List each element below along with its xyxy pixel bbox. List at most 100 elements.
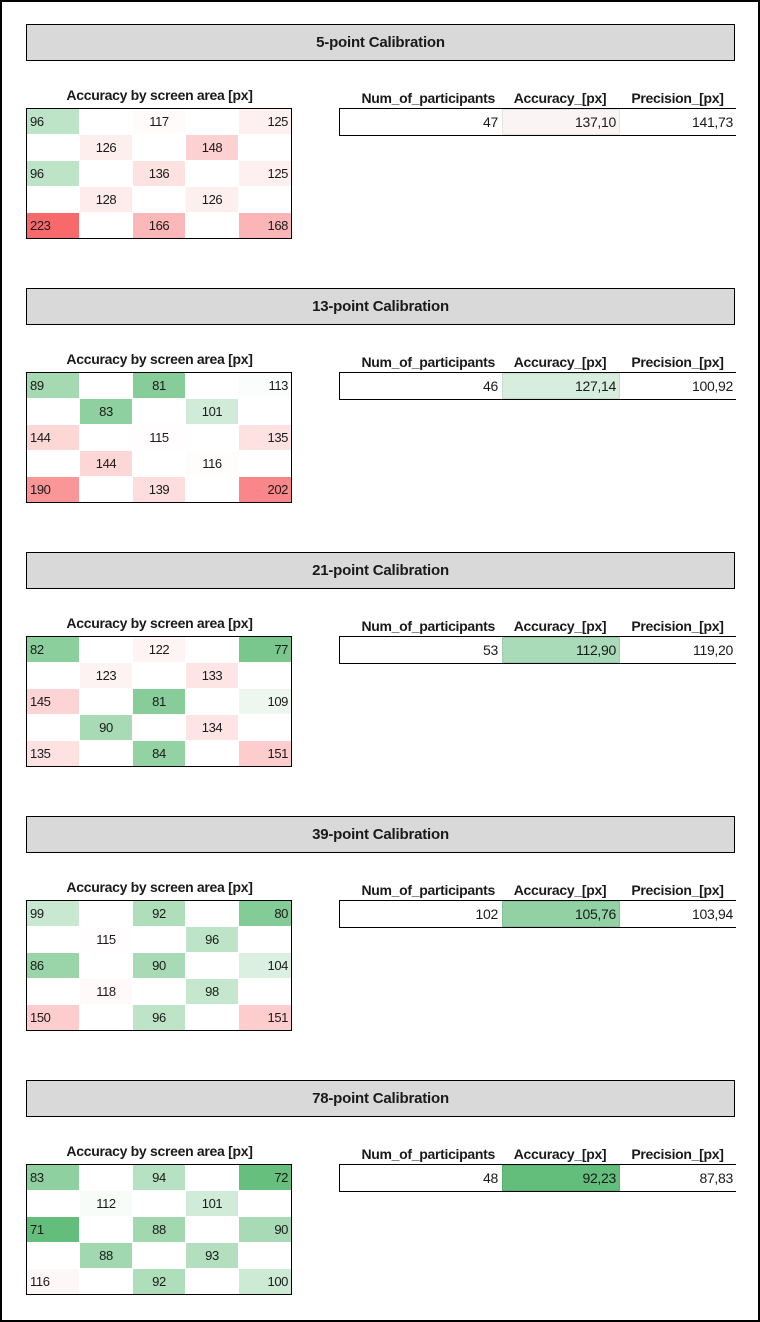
summary-cell-participants: 47 <box>340 109 502 135</box>
heatmap-cell-empty <box>133 399 185 424</box>
heatmap-cell-empty <box>186 373 238 398</box>
heatmap-cell: 116 <box>186 451 238 476</box>
heatmap-cell-empty <box>186 1217 238 1242</box>
section-content: Accuracy by screen area [px] 96 117 125 126… <box>26 87 758 239</box>
section-title-bar: 21-point Calibration <box>26 552 735 589</box>
heatmap-cell: 90 <box>133 953 185 978</box>
heatmap-cell: 92 <box>133 901 185 926</box>
heatmap-cell: 168 <box>239 213 291 238</box>
summary-header-accuracy: Accuracy_[px] <box>513 89 607 106</box>
heatmap-cell-empty <box>80 373 132 398</box>
heatmap-cell: 139 <box>133 477 185 502</box>
heatmap-cell-empty <box>80 1269 132 1294</box>
heatmap-cell-empty <box>186 161 238 186</box>
summary-table: Num_of_participants Accuracy_[px] Precis… <box>339 351 737 503</box>
heatmap-title: Accuracy by screen area [px] <box>66 879 253 895</box>
heatmap-cell-empty <box>80 1005 132 1030</box>
summary-cell-precision: 119,20 <box>620 637 737 663</box>
summary-header-row: Num_of_participants Accuracy_[px] Precis… <box>339 351 736 372</box>
heatmap-cell: 133 <box>186 663 238 688</box>
heatmap-cell: 77 <box>239 637 291 662</box>
heatmap-cell: 96 <box>27 161 79 186</box>
summary-table: Num_of_participants Accuracy_[px] Precis… <box>339 879 737 1031</box>
calibration-section-78pt: 78-point Calibration Accuracy by screen … <box>2 1080 758 1320</box>
heatmap-cell: 93 <box>186 1243 238 1268</box>
heatmap-cell-empty <box>186 689 238 714</box>
summary-cell-precision: 100,92 <box>620 373 737 399</box>
summary-cell-accuracy: 127,14 <box>502 373 620 399</box>
heatmap-cell-empty <box>80 953 132 978</box>
heatmap-cell-empty <box>239 451 291 476</box>
section-title-bar: 13-point Calibration <box>26 288 735 325</box>
heatmap-cell-empty <box>186 425 238 450</box>
heatmap-cell: 123 <box>80 663 132 688</box>
heatmap-cell: 104 <box>239 953 291 978</box>
heatmap-title: Accuracy by screen area [px] <box>66 1143 253 1159</box>
heatmap-grid: 83 94 72 112 101 71 88 90 88 93 116 92 100 <box>26 1164 292 1295</box>
heatmap-cell-empty <box>186 953 238 978</box>
summary-cell-accuracy: 137,10 <box>502 109 620 135</box>
summary-header-participants: Num_of_participants <box>361 353 495 370</box>
heatmap-panel: Accuracy by screen area [px] 99 92 80 115 96… <box>26 879 293 1031</box>
summary-header-precision: Precision_[px] <box>631 1145 724 1162</box>
heatmap-cell-empty <box>80 689 132 714</box>
heatmap-cell: 148 <box>186 135 238 160</box>
heatmap-cell-empty <box>239 399 291 424</box>
heatmap-cell-empty <box>133 135 185 160</box>
heatmap-cell: 98 <box>186 979 238 1004</box>
heatmap-grid: 99 92 80 115 96 86 90 104 118 98 150 96 151 <box>26 900 292 1031</box>
summary-header-row: Num_of_participants Accuracy_[px] Precis… <box>339 87 736 108</box>
summary-header-row: Num_of_participants Accuracy_[px] Precis… <box>339 879 736 900</box>
summary-cell-precision: 87,83 <box>620 1165 737 1191</box>
heatmap-cell-empty <box>27 451 79 476</box>
summary-header-participants: Num_of_participants <box>361 1145 495 1162</box>
heatmap-cell: 144 <box>27 425 79 450</box>
heatmap-cell-empty <box>80 1217 132 1242</box>
heatmap-cell: 101 <box>186 399 238 424</box>
heatmap-cell: 118 <box>80 979 132 1004</box>
heatmap-cell: 101 <box>186 1191 238 1216</box>
heatmap-cell: 82 <box>27 637 79 662</box>
heatmap-cell-empty <box>80 901 132 926</box>
summary-cell-participants: 102 <box>340 901 502 927</box>
calibration-section-13pt: 13-point Calibration Accuracy by screen … <box>2 288 758 552</box>
heatmap-cell: 116 <box>27 1269 79 1294</box>
section-title: 21-point Calibration <box>312 562 449 579</box>
heatmap-cell: 115 <box>80 927 132 952</box>
heatmap-cell: 190 <box>27 477 79 502</box>
section-content: Accuracy by screen area [px] 89 81 113 83 10… <box>26 351 758 503</box>
section-title: 13-point Calibration <box>312 298 449 315</box>
heatmap-cell: 135 <box>239 425 291 450</box>
summary-data-row: 102 105,76 103,94 <box>339 900 737 928</box>
heatmap-cell-empty <box>27 135 79 160</box>
heatmap-cell: 134 <box>186 715 238 740</box>
calibration-section-39pt: 39-point Calibration Accuracy by screen … <box>2 816 758 1080</box>
heatmap-cell-empty <box>27 399 79 424</box>
heatmap-cell-empty <box>27 979 79 1004</box>
heatmap-cell: 135 <box>27 741 79 766</box>
heatmap-panel: Accuracy by screen area [px] 83 94 72 112 10… <box>26 1143 293 1295</box>
heatmap-cell-empty <box>80 109 132 134</box>
heatmap-cell-empty <box>133 715 185 740</box>
summary-header-precision: Precision_[px] <box>631 89 724 106</box>
heatmap-cell-empty <box>186 1269 238 1294</box>
heatmap-cell-empty <box>239 1243 291 1268</box>
heatmap-cell: 71 <box>27 1217 79 1242</box>
summary-data-row: 48 92,23 87,83 <box>339 1164 737 1192</box>
heatmap-cell-empty <box>133 1243 185 1268</box>
heatmap-cell-empty <box>133 451 185 476</box>
section-title: 78-point Calibration <box>312 1090 449 1107</box>
heatmap-cell: 112 <box>80 1191 132 1216</box>
heatmap-cell-empty <box>239 1191 291 1216</box>
heatmap-cell-empty <box>186 901 238 926</box>
heatmap-cell: 202 <box>239 477 291 502</box>
heatmap-cell-empty <box>27 187 79 212</box>
section-title-bar: 39-point Calibration <box>26 816 735 853</box>
summary-cell-accuracy: 92,23 <box>502 1165 620 1191</box>
heatmap-cell: 144 <box>80 451 132 476</box>
heatmap-cell: 122 <box>133 637 185 662</box>
heatmap-cell-empty <box>27 1243 79 1268</box>
heatmap-cell-empty <box>133 1191 185 1216</box>
heatmap-cell-empty <box>133 979 185 1004</box>
summary-header-participants: Num_of_participants <box>361 881 495 898</box>
